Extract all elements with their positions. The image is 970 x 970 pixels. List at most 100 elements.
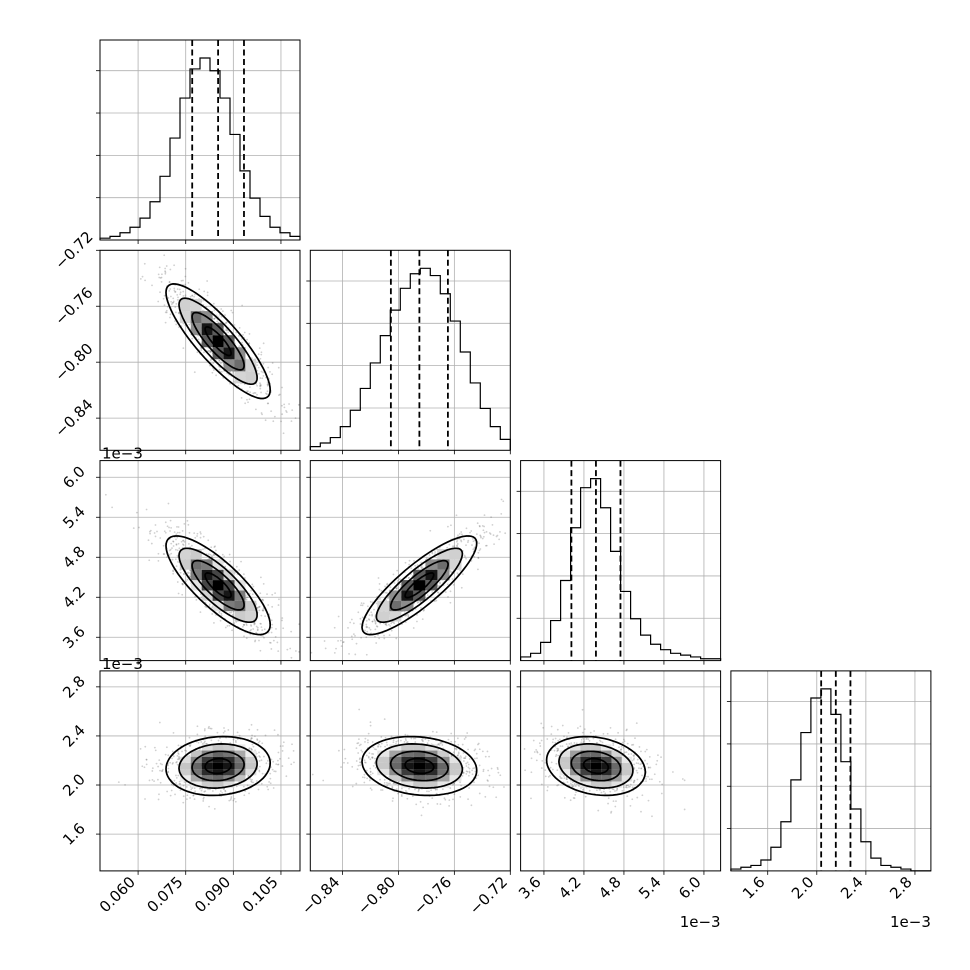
sample-point (364, 761, 367, 764)
sample-point (230, 309, 233, 312)
sample-point (364, 761, 366, 764)
sample-point (243, 623, 245, 626)
sample-point (427, 739, 430, 742)
sample-point (262, 374, 265, 377)
density-bin (201, 769, 213, 776)
sample-point (164, 272, 167, 275)
sample-point (225, 322, 228, 324)
sample-point (384, 623, 387, 625)
sample-point (354, 635, 356, 637)
sample-point (175, 543, 178, 546)
sample-point (272, 639, 275, 642)
sample-point (181, 750, 183, 753)
density-bin (179, 762, 191, 770)
sample-point (464, 755, 467, 758)
sample-point (175, 774, 177, 777)
contour-line (165, 735, 272, 797)
sample-point (267, 402, 270, 405)
density-bin (437, 750, 450, 757)
sample-point (253, 622, 256, 624)
sample-point (463, 738, 466, 740)
sample-point (202, 796, 205, 799)
sample-point (182, 573, 185, 575)
sample-point (252, 392, 255, 395)
sample-point (455, 748, 458, 751)
sample-point (260, 391, 262, 394)
density-bin (413, 590, 426, 601)
sample-point (199, 532, 202, 535)
sample-point (511, 782, 513, 784)
contour-line (165, 283, 272, 400)
sample-point (141, 765, 144, 768)
sample-point (399, 578, 401, 581)
density-bin (223, 569, 235, 581)
density-bin (223, 744, 235, 751)
sample-point (650, 778, 653, 781)
sample-point (172, 755, 175, 758)
sample-point (256, 606, 259, 609)
sample-point (281, 765, 284, 767)
sample-point (488, 774, 491, 777)
sample-point (262, 342, 265, 345)
sample-point (117, 781, 120, 784)
sample-point (250, 748, 253, 751)
sample-point (657, 754, 659, 757)
sample-point (228, 799, 231, 802)
sample-point (175, 565, 178, 567)
sample-point (167, 767, 170, 770)
sample-point (375, 602, 378, 605)
contour-line (389, 750, 449, 782)
sample-point (422, 609, 425, 612)
sample-point (249, 629, 252, 632)
sample-point (480, 536, 482, 539)
sample-point (243, 623, 246, 626)
axes-frame (309, 670, 511, 872)
sample-point (254, 622, 256, 625)
sample-point (277, 733, 279, 736)
sample-point (424, 738, 427, 741)
sample-point (563, 777, 566, 780)
sample-point (254, 735, 256, 738)
density-bin (377, 769, 390, 776)
sample-point (265, 392, 267, 395)
sample-point (425, 557, 428, 560)
sample-point (271, 593, 274, 596)
sample-point (260, 623, 262, 625)
contour-line (204, 572, 232, 599)
sample-point (257, 606, 260, 609)
sample-point (198, 787, 201, 790)
sample-point (207, 553, 210, 555)
sample-point (244, 402, 247, 405)
sample-point (355, 760, 358, 762)
sample-point (373, 748, 376, 751)
sample-point (471, 773, 474, 776)
sample-point (457, 752, 460, 755)
sample-point (359, 761, 362, 764)
sample-point (194, 790, 197, 793)
sample-point (392, 739, 395, 742)
sample-point (431, 797, 434, 800)
sample-point (172, 569, 174, 572)
sample-point (477, 742, 480, 745)
sample-point (370, 788, 373, 791)
sample-point (294, 650, 297, 652)
sample-point (465, 770, 468, 773)
sample-point (272, 760, 275, 763)
density-bin (389, 762, 402, 770)
sample-point (207, 788, 209, 791)
sample-point (169, 519, 172, 522)
sample-point (223, 730, 226, 733)
sample-point (282, 627, 285, 630)
density-bin (201, 756, 213, 763)
sample-point (367, 755, 370, 758)
sample-point (224, 565, 227, 568)
sample-point (465, 762, 468, 765)
sample-point (376, 625, 379, 628)
sample-point (175, 302, 178, 305)
sample-point (157, 765, 159, 768)
sample-point (247, 390, 249, 393)
density-bin (401, 580, 414, 591)
sample-point (254, 392, 257, 394)
sample-point (191, 294, 194, 297)
sample-point (359, 764, 362, 767)
